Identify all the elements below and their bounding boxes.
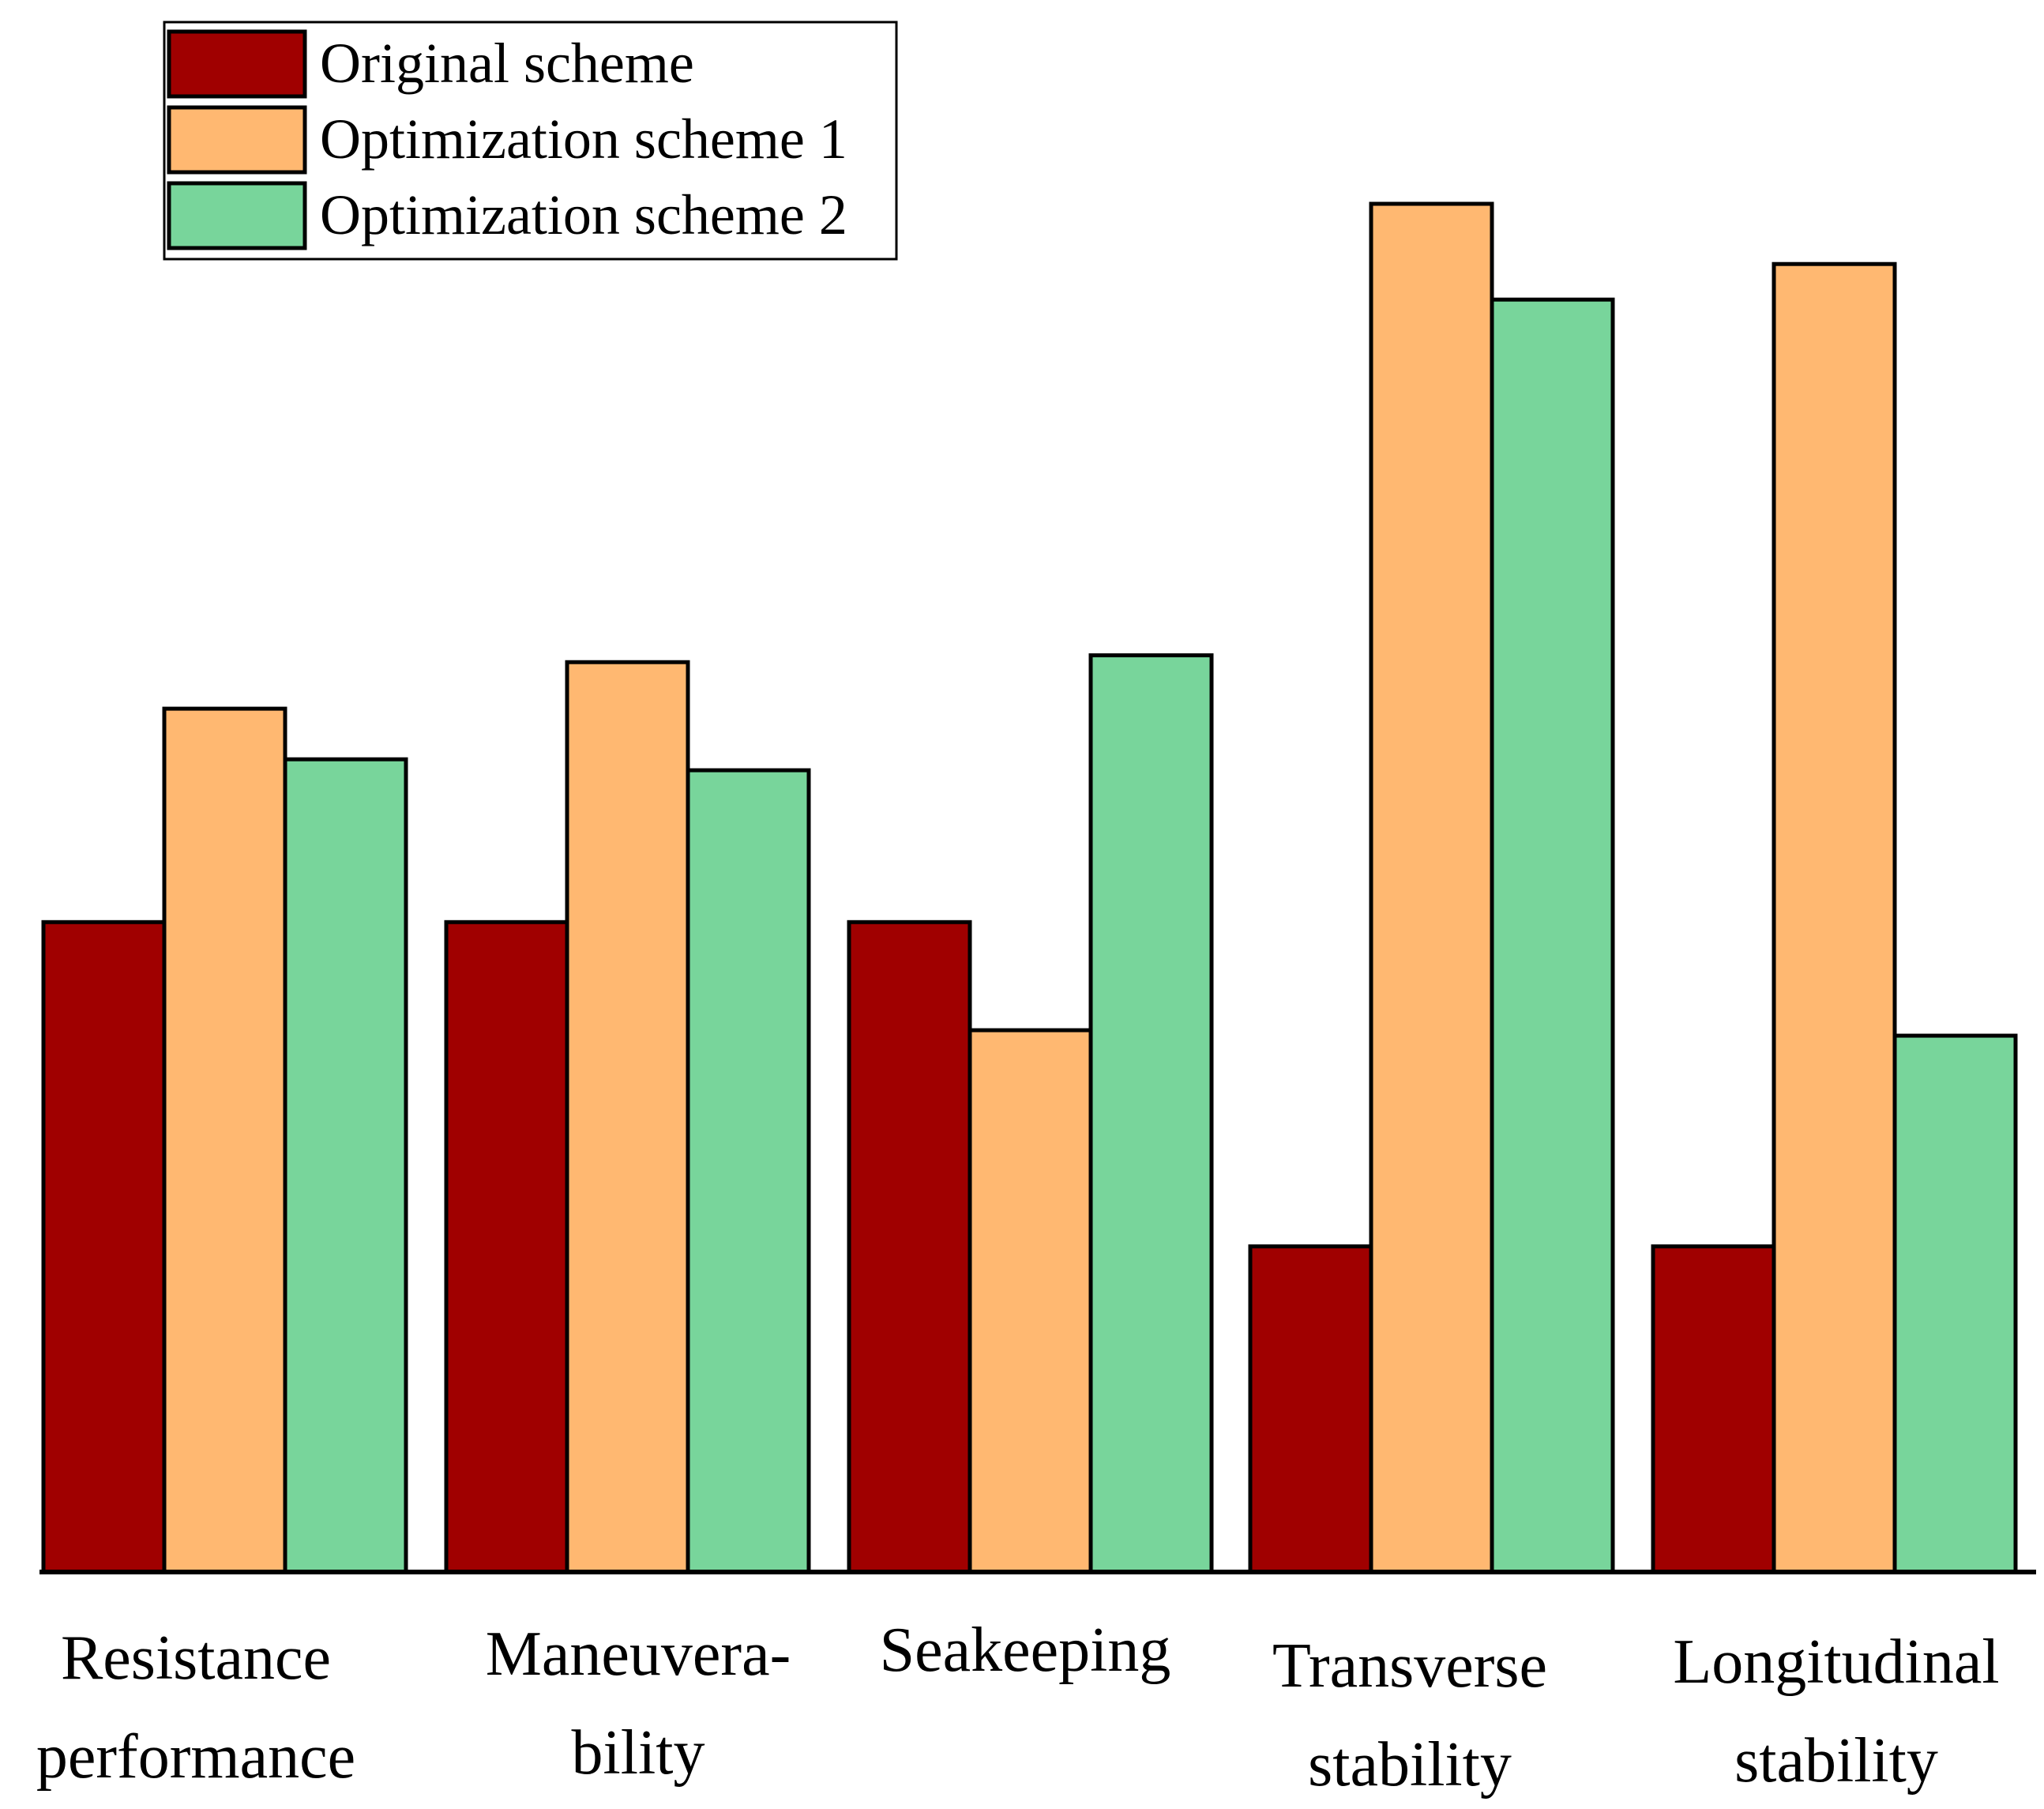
category-label-2-line-1: Maneuvera- [486,1619,791,1689]
legend-swatch-1 [167,29,307,99]
legend-swatch-3 [167,181,307,250]
category-label-1-line-2: performance [36,1722,355,1792]
legend-items: Original scheme Optimization scheme 1 Opti… [167,29,847,250]
category-label-2-line-2: bility [572,1718,705,1788]
bar-1-1 [41,920,167,1574]
bar-3-5 [1892,1033,2018,1574]
bar-2-1 [162,706,287,1574]
bar-3-4 [1490,297,1615,1574]
bar-3-3 [1088,653,1214,1574]
category-label-5-line-2: stability [1734,1726,1938,1796]
legend-swatch-2 [167,105,307,175]
legend-label-2: Optimization scheme 1 [320,107,847,171]
bar-2-3 [968,1028,1093,1574]
category-labels: Resistance performance Maneuvera-bility Sea… [36,1615,2000,1800]
bar-1-5 [1651,1244,1776,1574]
bar-2-5 [1772,261,1897,1574]
category-label-4-line-2: stability [1308,1730,1512,1800]
category-label-3-line-1: Seakeeping [880,1615,1171,1685]
legend-label-3: Optimization scheme 2 [320,183,847,246]
bar-3-2 [686,768,811,1574]
bar-2-4 [1369,201,1494,1574]
bars-layer [41,201,2018,1574]
bar-1-2 [444,920,569,1574]
category-label-4-line-1: Transverse [1272,1631,1547,1701]
category-label-5-line-1: Longitudinal [1673,1627,1999,1697]
bar-2-2 [565,660,690,1574]
bar-1-3 [847,920,972,1574]
legend: Original scheme Optimization scheme 1 Opti… [163,21,898,261]
bar-3-1 [283,757,408,1574]
category-label-1-line-1: Resistance [61,1623,331,1693]
bar-1-4 [1248,1244,1373,1574]
legend-label-1: Original scheme [320,32,694,95]
